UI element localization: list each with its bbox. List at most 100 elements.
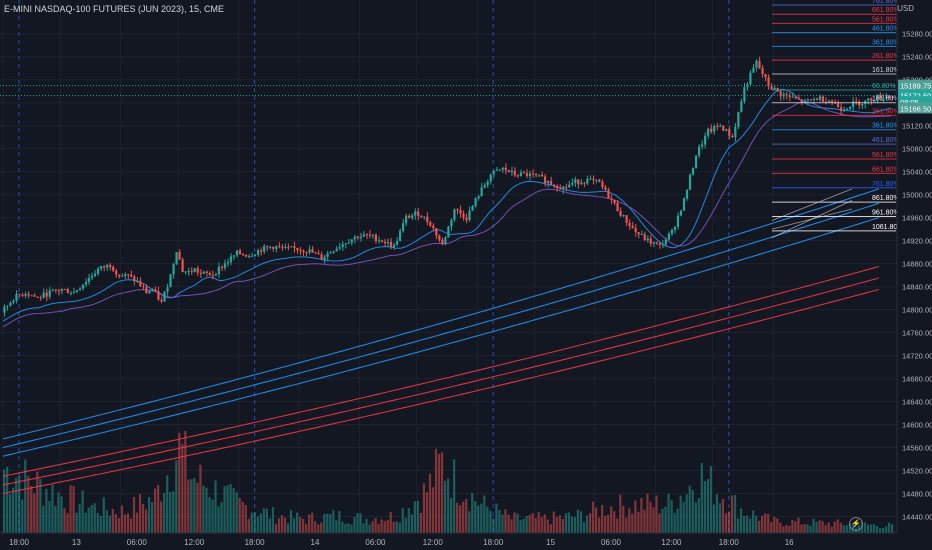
volume-bar [881, 527, 885, 533]
volume-bar [504, 509, 507, 533]
candle-body [3, 306, 6, 313]
candle-body [160, 299, 163, 302]
x-tick-label: 15 [546, 538, 555, 547]
y-tick-label: 15280.00 [902, 30, 932, 39]
volume-bar [235, 492, 238, 533]
volume-bar [691, 489, 694, 533]
candle-body [12, 300, 15, 303]
volume-bar [643, 509, 646, 533]
price-label-text: 15172.50 [900, 92, 931, 101]
candle-body [118, 274, 121, 277]
candle-body [90, 275, 94, 278]
ma-band-red [2, 265, 880, 477]
x-tick-label: 12:00 [423, 538, 444, 547]
volume-bar [890, 524, 894, 533]
currency-label: USD [897, 4, 914, 13]
candle-body [374, 234, 378, 242]
candle-body [525, 173, 529, 176]
volume-bar [443, 480, 447, 533]
volume-bar [456, 502, 459, 533]
volume-bar [582, 522, 586, 533]
volume-bar [483, 495, 486, 533]
candle-body [99, 266, 103, 269]
candle-body [272, 246, 275, 249]
candle-body [187, 271, 190, 273]
candle-body [121, 275, 124, 277]
candle-body [737, 111, 740, 127]
volume-bar [111, 508, 114, 533]
volume-bar [356, 513, 359, 533]
candle-body [411, 215, 414, 218]
volume-bar [117, 518, 120, 533]
volume-bar [450, 497, 453, 533]
volume-bar [359, 513, 362, 533]
candle-body [139, 280, 142, 287]
candle-body [855, 101, 858, 103]
volume-bar [247, 518, 250, 533]
volume-bar [308, 514, 311, 533]
candle-body [359, 236, 362, 238]
volume-bar [175, 460, 178, 533]
fib-level-label: 661.80% [872, 7, 900, 14]
volume-bar [280, 515, 284, 533]
candle-body [879, 94, 882, 99]
price-label-box [898, 96, 932, 108]
candle-body [142, 286, 145, 288]
candle-body [836, 103, 840, 108]
candle-body [193, 268, 196, 272]
candle-body [335, 248, 338, 252]
volume-bar [673, 512, 676, 533]
candle-body [36, 296, 39, 298]
volume-bar [172, 491, 175, 533]
volume-bar [655, 495, 658, 533]
volume-bar [764, 513, 767, 533]
volume-bar [555, 517, 558, 533]
fib-level-label: 161.80% [872, 67, 900, 74]
lightning-icon[interactable]: ⚡ [849, 517, 863, 531]
candle-body [888, 96, 891, 98]
candle-body [891, 96, 894, 98]
volume-bar [519, 519, 522, 533]
candle-body [794, 96, 797, 99]
candle-body [785, 94, 788, 96]
volume-bar [869, 524, 873, 533]
candle-body [438, 235, 441, 240]
volume-bar [253, 512, 256, 533]
candle-body [749, 72, 752, 85]
volume-bar [679, 495, 682, 533]
candle-body [380, 240, 384, 242]
volume-bar [323, 513, 326, 533]
volume-bar [446, 478, 450, 533]
volume-bar [87, 507, 90, 533]
volume-bar [229, 484, 232, 533]
candle-body [365, 234, 368, 236]
volume-bar [21, 499, 24, 533]
candle-body [462, 213, 465, 218]
candle-body [679, 210, 683, 216]
volume-bar [658, 513, 661, 533]
candle-body [486, 181, 489, 186]
price-label-box [898, 79, 932, 91]
candle-body [873, 100, 876, 102]
volume-bar [205, 487, 208, 533]
volume-bar [797, 517, 800, 533]
volume-bar [588, 513, 592, 533]
volume-bar [884, 526, 888, 533]
volume-bar [154, 488, 157, 533]
candle-body [241, 254, 245, 256]
y-tick-label: 15080.00 [902, 145, 932, 154]
volume-bar [788, 525, 791, 533]
candle-body [287, 246, 290, 248]
volume-bar [244, 505, 247, 533]
candle-body [710, 128, 713, 132]
fib-level-label: 361.80% [872, 123, 900, 130]
volume-bar [694, 502, 697, 533]
candle-body [577, 179, 580, 185]
candle-body [317, 253, 320, 255]
volume-bar [546, 519, 549, 533]
candle-body [66, 289, 69, 294]
volume-bar [724, 513, 728, 533]
volume-bar [377, 523, 380, 533]
candle-body [480, 187, 483, 197]
